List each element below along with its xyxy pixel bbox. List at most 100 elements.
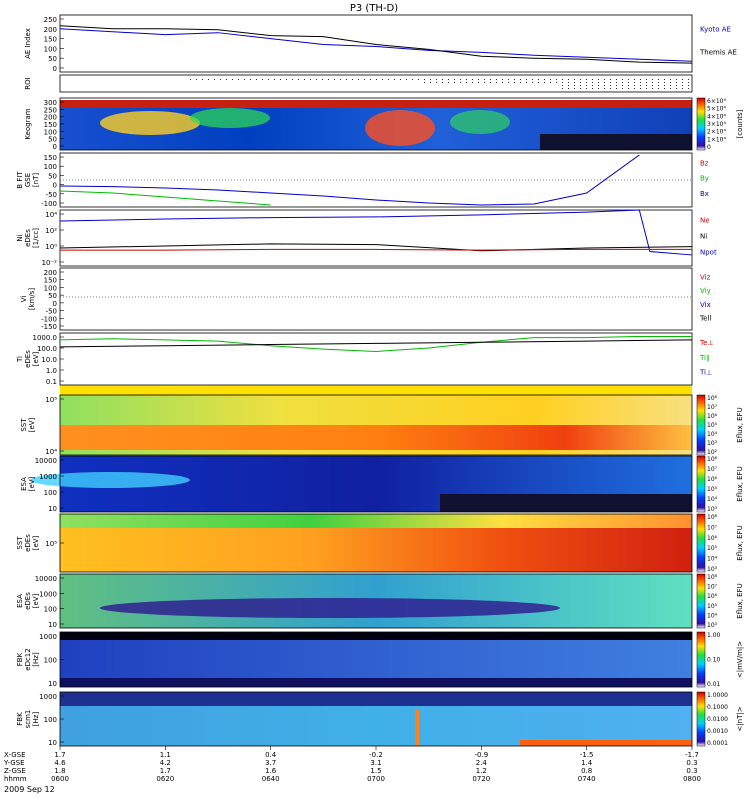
roi-dot (568, 79, 569, 80)
panel-frame-ae (59, 14, 693, 73)
roi-dot (508, 79, 509, 80)
y-tick-label: 10000 (35, 575, 57, 583)
roi-dot (634, 88, 635, 89)
y-tick-label: 0 (53, 182, 57, 190)
series-ti-ti (59, 335, 692, 352)
roi-dot (316, 79, 317, 80)
roi-dots (190, 79, 689, 89)
roi-dot (664, 85, 665, 86)
colorbar-tick-label: 10⁶ (707, 476, 718, 483)
roi-dot (652, 79, 653, 80)
roi-dot (634, 79, 635, 80)
colorbar-tick-label: 10⁶ (707, 593, 718, 600)
y-tick-label: 10⁴ (45, 211, 57, 219)
y-axis-label: Vi (20, 296, 28, 303)
panel-frame-esa2 (59, 573, 693, 629)
x-tick-label: 4.6 (54, 759, 66, 767)
roi-dot (616, 85, 617, 86)
roi-dot (634, 82, 635, 83)
colorbar-tick-label: 10⁷ (707, 524, 718, 531)
y-tick-label: -50 (46, 191, 57, 199)
roi-dot (520, 82, 521, 83)
roi-dot (670, 85, 671, 86)
colorbar-tick-label: 10⁵ (707, 603, 718, 610)
y-axis-label: Ni (16, 234, 24, 241)
y-axis-label: B FIT (16, 171, 24, 189)
x-tick-label: 0800 (683, 775, 701, 783)
roi-dot (442, 79, 443, 80)
series-ae-kyotoae (59, 28, 693, 62)
roi-dot (580, 82, 581, 83)
legend-entry: Ni (700, 233, 707, 241)
series-ti-tell (59, 339, 693, 348)
roi-dot (664, 88, 665, 89)
x-tick-label: 1.1 (160, 751, 171, 759)
colorbar-tick-label: 6×10⁴ (707, 98, 726, 105)
roi-dot (424, 79, 425, 80)
y-tick-label: 200 (44, 114, 57, 122)
x-tick-label: 1.6 (265, 767, 277, 775)
panel-frame-vi (59, 267, 693, 331)
y-tick-label: 100 (44, 284, 57, 292)
colorbar-tick-label: 10⁵ (707, 486, 718, 493)
roi-dot (598, 79, 599, 80)
y-tick-label: 200 (44, 269, 57, 277)
roi-dot (526, 82, 527, 83)
roi-dot (562, 82, 563, 83)
y-tick-label: 100 (44, 45, 57, 53)
y-axis-label: ESA (20, 477, 28, 491)
roi-dot (628, 88, 629, 89)
roi-dot (358, 79, 359, 80)
roi-dot (658, 82, 659, 83)
y-axis-label: [eV] (32, 535, 40, 550)
x-row-label: X-GSE (4, 751, 26, 759)
y-tick-label: 0.1 (46, 378, 57, 386)
y-tick-label: 50 (48, 55, 57, 63)
legend-entry: Vix (700, 301, 711, 309)
roi-dot (682, 82, 683, 83)
roi-dot (562, 88, 563, 89)
colorbar-label: Eflux, EFU (736, 583, 744, 618)
y-tick-label: 300 (44, 99, 57, 107)
x-tick-label: 3.1 (370, 759, 381, 767)
reference-lines (60, 179, 692, 298)
roi-dot (640, 82, 641, 83)
roi-dot (484, 79, 485, 80)
roi-dot (490, 82, 491, 83)
y-axis-label: [km/s] (28, 288, 36, 311)
roi-dot (478, 82, 479, 83)
roi-dot (478, 79, 479, 80)
y-axis-label: ESA (16, 594, 24, 608)
roi-dot (556, 79, 557, 80)
roi-dot (574, 85, 575, 86)
roi-dot (460, 82, 461, 83)
y-tick-label: -100 (41, 315, 57, 323)
roi-dot (394, 79, 395, 80)
x-tick-label: 1.5 (370, 767, 381, 775)
roi-dot (580, 85, 581, 86)
colorbar-tick-label: 0.0010 (707, 728, 728, 735)
y-tick-label: 10000 (35, 457, 57, 465)
roi-dot (628, 85, 629, 86)
roi-dot (370, 79, 371, 80)
roi-dot (592, 88, 593, 89)
roi-dot (574, 88, 575, 89)
x-tick-label: 0.8 (581, 767, 592, 775)
roi-dot (466, 82, 467, 83)
roi-dot (430, 82, 431, 83)
colorbar-tick-label: 10⁴ (707, 496, 718, 503)
colorbar-tick-label: 10⁶ (707, 535, 718, 542)
x-row-label: hhmm (4, 775, 27, 783)
roi-dot (214, 79, 215, 80)
x-axis: 1.74.61.806001.14.21.706200.43.71.60640-… (3, 746, 701, 783)
colorbar-tick-label: 10⁷ (707, 466, 718, 473)
roi-dot (616, 79, 617, 80)
roi-dot (604, 79, 605, 80)
colorbar-sst2 (696, 513, 706, 573)
y-tick-label: 0 (53, 65, 57, 73)
y-tick-label: 10⁴ (45, 448, 57, 456)
colorbar-label: <|nT|> (736, 706, 744, 731)
colorbar-tick-label: 10⁷ (707, 584, 718, 591)
roi-dot (562, 85, 563, 86)
